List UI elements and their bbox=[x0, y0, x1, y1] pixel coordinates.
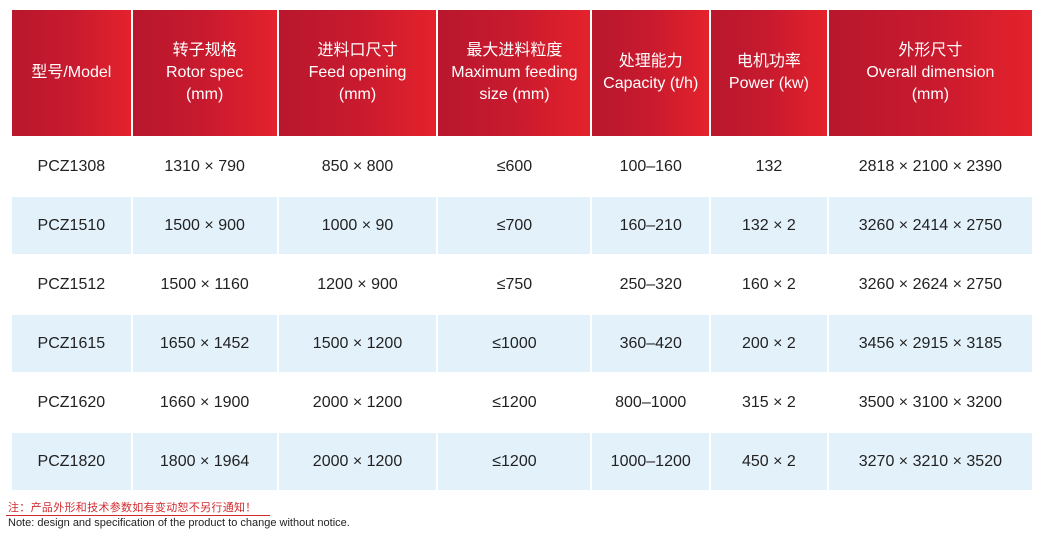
cell-overall-dimension: 3260 × 2414 × 2750 bbox=[828, 197, 1032, 254]
cell-max-feeding-size: ≤1000 bbox=[438, 315, 591, 372]
header-max-feeding-size: 最大进料粒度 Maximum feeding size (mm) bbox=[438, 10, 591, 136]
cell-rotor-spec: 1500 × 1160 bbox=[132, 256, 277, 313]
cell-rotor-spec: 1650 × 1452 bbox=[132, 315, 277, 372]
cell-model: PCZ1512 bbox=[12, 256, 131, 313]
cell-feed-opening: 2000 × 1200 bbox=[278, 374, 437, 431]
table-row: PCZ1510 1500 × 900 1000 × 90 ≤700 160–21… bbox=[12, 197, 1032, 254]
cell-capacity: 1000–1200 bbox=[592, 433, 710, 490]
cell-overall-dimension: 3260 × 2624 × 2750 bbox=[828, 256, 1032, 313]
cell-power: 200 × 2 bbox=[711, 315, 827, 372]
cell-max-feeding-size: ≤1200 bbox=[438, 433, 591, 490]
table-header-row: 型号/Model 转子规格 Rotor spec (mm) 进料口尺寸 Feed… bbox=[12, 10, 1032, 136]
header-capacity: 处理能力 Capacity (t/h) bbox=[592, 10, 710, 136]
cell-capacity: 100–160 bbox=[592, 138, 710, 195]
cell-model: PCZ1615 bbox=[12, 315, 131, 372]
cell-feed-opening: 1000 × 90 bbox=[278, 197, 437, 254]
cell-model: PCZ1308 bbox=[12, 138, 131, 195]
cell-max-feeding-size: ≤600 bbox=[438, 138, 591, 195]
cell-overall-dimension: 3500 × 3100 × 3200 bbox=[828, 374, 1032, 431]
header-model: 型号/Model bbox=[12, 10, 131, 136]
cell-max-feeding-size: ≤700 bbox=[438, 197, 591, 254]
cell-overall-dimension: 2818 × 2100 × 2390 bbox=[828, 138, 1032, 195]
table-row: PCZ1308 1310 × 790 850 × 800 ≤600 100–16… bbox=[12, 138, 1032, 195]
cell-model: PCZ1620 bbox=[12, 374, 131, 431]
cell-max-feeding-size: ≤1200 bbox=[438, 374, 591, 431]
cell-rotor-spec: 1310 × 790 bbox=[132, 138, 277, 195]
cell-overall-dimension: 3270 × 3210 × 3520 bbox=[828, 433, 1032, 490]
cell-capacity: 160–210 bbox=[592, 197, 710, 254]
cell-power: 450 × 2 bbox=[711, 433, 827, 490]
cell-rotor-spec: 1660 × 1900 bbox=[132, 374, 277, 431]
note-chinese: 注：产品外形和技术参数如有变动恕不另行通知！ bbox=[8, 501, 257, 514]
note-english: Note: design and specification of the pr… bbox=[8, 517, 350, 529]
cell-capacity: 800–1000 bbox=[592, 374, 710, 431]
header-power: 电机功率 Power (kw) bbox=[711, 10, 827, 136]
table-row: PCZ1820 1800 × 1964 2000 × 1200 ≤1200 10… bbox=[12, 433, 1032, 490]
table-row: PCZ1620 1660 × 1900 2000 × 1200 ≤1200 80… bbox=[12, 374, 1032, 431]
table-row: PCZ1512 1500 × 1160 1200 × 900 ≤750 250–… bbox=[12, 256, 1032, 313]
cell-feed-opening: 1200 × 900 bbox=[278, 256, 437, 313]
cell-power: 132 × 2 bbox=[711, 197, 827, 254]
header-rotor-spec: 转子规格 Rotor spec (mm) bbox=[132, 10, 277, 136]
cell-power: 315 × 2 bbox=[711, 374, 827, 431]
cell-capacity: 250–320 bbox=[592, 256, 710, 313]
table-row: PCZ1615 1650 × 1452 1500 × 1200 ≤1000 36… bbox=[12, 315, 1032, 372]
cell-power: 160 × 2 bbox=[711, 256, 827, 313]
header-overall-dimension: 外形尺寸 Overall dimension (mm) bbox=[828, 10, 1032, 136]
cell-feed-opening: 850 × 800 bbox=[278, 138, 437, 195]
spec-table: 型号/Model 转子规格 Rotor spec (mm) 进料口尺寸 Feed… bbox=[10, 8, 1034, 492]
cell-feed-opening: 1500 × 1200 bbox=[278, 315, 437, 372]
note-underline bbox=[6, 515, 270, 516]
cell-feed-opening: 2000 × 1200 bbox=[278, 433, 437, 490]
cell-capacity: 360–420 bbox=[592, 315, 710, 372]
cell-model: PCZ1820 bbox=[12, 433, 131, 490]
cell-overall-dimension: 3456 × 2915 × 3185 bbox=[828, 315, 1032, 372]
cell-power: 132 bbox=[711, 138, 827, 195]
cell-model: PCZ1510 bbox=[12, 197, 131, 254]
cell-rotor-spec: 1500 × 900 bbox=[132, 197, 277, 254]
cell-max-feeding-size: ≤750 bbox=[438, 256, 591, 313]
cell-rotor-spec: 1800 × 1964 bbox=[132, 433, 277, 490]
header-feed-opening: 进料口尺寸 Feed opening (mm) bbox=[278, 10, 437, 136]
